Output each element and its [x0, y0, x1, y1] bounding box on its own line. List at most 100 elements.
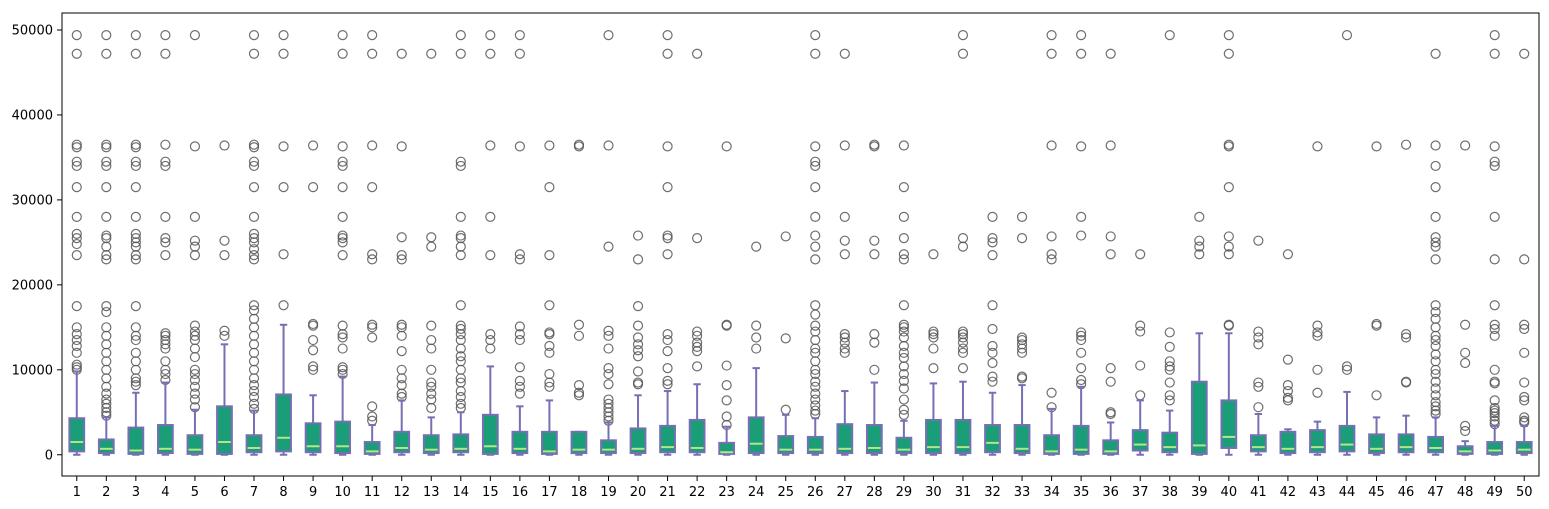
flier-point — [307, 345, 319, 356]
flier-point — [71, 233, 82, 244]
flier-point — [514, 254, 525, 265]
flier-point — [898, 182, 909, 193]
flier-point — [160, 139, 171, 150]
box — [1043, 434, 1060, 455]
flier-point — [130, 48, 141, 59]
flier-point — [780, 231, 791, 242]
flier-point — [71, 329, 82, 340]
flier-point — [1341, 364, 1353, 375]
flier-point — [957, 326, 969, 337]
flier-point — [101, 233, 112, 244]
flier-point — [662, 249, 673, 260]
flier-point — [632, 366, 644, 377]
flier-point — [367, 182, 378, 193]
flier-point — [692, 233, 703, 244]
flier-point — [1076, 330, 1087, 341]
x-tick-label: 24 — [748, 485, 765, 500]
fliers-layer — [71, 29, 1530, 437]
flier-point — [898, 375, 909, 386]
box-group — [1249, 412, 1267, 456]
flier-point — [307, 334, 319, 346]
flier-point — [101, 230, 112, 241]
flier-point — [426, 388, 437, 399]
box-group — [600, 421, 617, 456]
flier-point — [632, 377, 644, 388]
flier-point — [160, 368, 171, 380]
flier-point — [1016, 233, 1028, 244]
flier-point — [1460, 347, 1471, 358]
flier-point — [1076, 48, 1087, 59]
flier-point — [1076, 230, 1087, 241]
box-group — [1190, 332, 1208, 456]
flier-point — [426, 394, 437, 405]
flier-point — [810, 160, 821, 172]
flier-point — [1460, 140, 1471, 151]
flier-point — [632, 345, 644, 356]
box — [925, 418, 942, 455]
flier-point — [662, 230, 673, 241]
flier-point — [248, 391, 260, 403]
flier-point — [573, 379, 585, 391]
box-group — [363, 424, 381, 456]
flier-point — [1105, 140, 1116, 151]
flier-point — [987, 376, 998, 387]
flier-point — [426, 232, 437, 243]
flier-point — [810, 394, 821, 405]
flier-point — [1282, 392, 1294, 403]
flier-point — [1223, 48, 1234, 59]
box-group — [984, 391, 1001, 456]
flier-point — [898, 211, 909, 222]
flier-point — [1430, 182, 1441, 193]
flier-point — [603, 29, 614, 41]
flier-point — [1046, 48, 1057, 59]
flier-point — [1076, 374, 1087, 386]
box-group — [836, 390, 854, 456]
flier-point — [1430, 334, 1441, 346]
flier-point — [307, 318, 319, 330]
flier-point — [248, 211, 260, 222]
flier-point — [1430, 254, 1441, 265]
flier-point — [189, 29, 201, 41]
box — [1309, 429, 1326, 454]
flier-point — [692, 330, 703, 341]
flier-point — [367, 254, 378, 265]
flier-point — [248, 156, 260, 167]
flier-point — [692, 326, 703, 337]
flier-point — [869, 139, 880, 150]
flier-point — [1312, 387, 1323, 398]
box-group — [275, 323, 292, 456]
flier-point — [1253, 332, 1264, 343]
flier-point — [426, 364, 437, 375]
flier-point — [426, 381, 437, 392]
flier-point — [928, 332, 939, 343]
flier-point — [160, 250, 171, 261]
flier-point — [632, 339, 644, 350]
flier-point — [189, 374, 201, 386]
box-group — [1013, 384, 1031, 456]
flier-point — [189, 235, 201, 246]
flier-point — [603, 325, 614, 336]
flier-point — [898, 383, 909, 394]
flier-point — [160, 211, 171, 222]
flier-point — [987, 347, 998, 358]
flier-point — [1489, 156, 1500, 167]
flier-point — [632, 332, 644, 343]
flier-point — [1312, 320, 1323, 331]
flier-point — [1076, 211, 1087, 222]
flier-point — [71, 322, 82, 333]
flier-point — [278, 249, 289, 260]
flier-point — [810, 141, 821, 152]
flier-point — [869, 249, 880, 260]
flier-point — [810, 230, 821, 241]
flier-point — [869, 329, 880, 340]
flier-point — [1194, 235, 1205, 246]
flier-point — [160, 48, 171, 59]
flier-point — [455, 211, 466, 222]
flier-point — [721, 395, 732, 406]
flier-point — [337, 364, 348, 375]
flier-point — [337, 211, 348, 222]
flier-point — [692, 341, 703, 352]
flier-point — [514, 375, 525, 386]
flier-point — [1430, 211, 1441, 222]
x-tick-label: 35 — [1073, 485, 1090, 500]
